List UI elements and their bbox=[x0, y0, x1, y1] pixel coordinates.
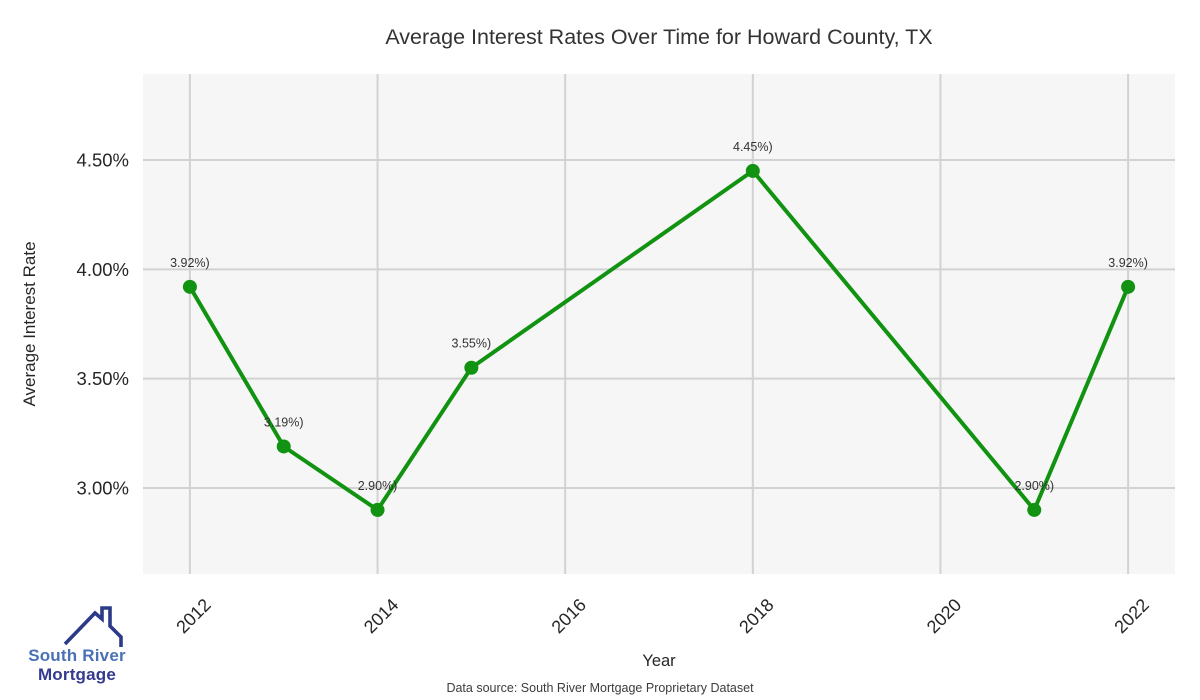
data-source-note: Data source: South River Mortgage Propri… bbox=[446, 681, 754, 695]
x-tick-label: 2016 bbox=[548, 595, 590, 637]
y-tick-label: 3.00% bbox=[77, 478, 129, 499]
data-point-marker bbox=[182, 279, 197, 294]
y-tick-label: 4.50% bbox=[77, 149, 129, 170]
data-point-label: 4.45%) bbox=[733, 140, 773, 154]
chart-title: Average Interest Rates Over Time for How… bbox=[385, 25, 933, 49]
y-tick-label: 3.50% bbox=[77, 368, 129, 389]
y-axis-title: Average Interest Rate bbox=[20, 241, 39, 407]
x-axis-title: Year bbox=[642, 652, 676, 670]
x-tick-label: 2022 bbox=[1110, 595, 1152, 637]
plot-area bbox=[143, 74, 1175, 574]
data-point-marker bbox=[1121, 279, 1136, 294]
data-point-label: 3.92%) bbox=[1108, 256, 1148, 270]
x-tick-label: 2014 bbox=[360, 595, 402, 637]
data-point-marker bbox=[1027, 502, 1042, 517]
x-tick-label: 2020 bbox=[923, 595, 965, 637]
logo-house-icon bbox=[63, 606, 123, 647]
data-point-label: 3.55%) bbox=[452, 337, 492, 351]
data-point-label: 2.90%) bbox=[358, 479, 398, 493]
data-point-marker bbox=[276, 439, 291, 454]
logo-text-mortgage: Mortgage bbox=[37, 665, 117, 684]
data-point-label: 3.19%) bbox=[264, 415, 304, 429]
data-point-label: 2.90%) bbox=[1014, 479, 1054, 493]
x-tick-label: 2012 bbox=[172, 595, 214, 637]
data-point-marker bbox=[745, 163, 760, 178]
data-point-marker bbox=[464, 360, 479, 375]
y-tick-label: 4.00% bbox=[77, 259, 129, 280]
x-tick-label: 2018 bbox=[735, 595, 777, 637]
logo-text-south-river: South River bbox=[28, 646, 126, 665]
data-point-label: 3.92%) bbox=[170, 256, 210, 270]
data-point-marker bbox=[370, 502, 385, 517]
logo: South River Mortgage bbox=[22, 600, 132, 684]
